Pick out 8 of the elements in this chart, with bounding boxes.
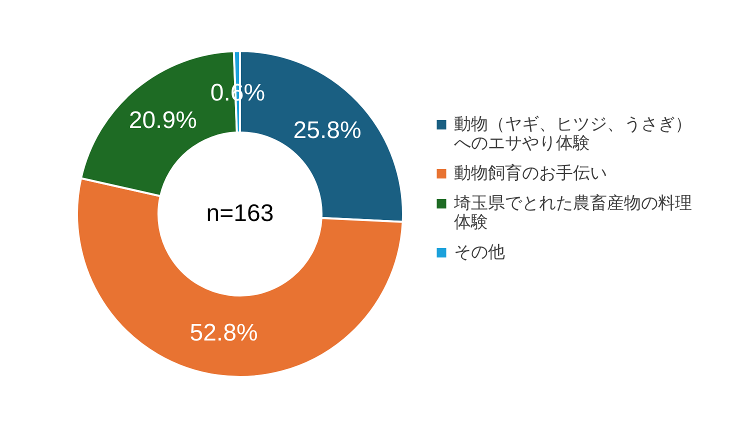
data-label: 25.8% <box>293 116 362 144</box>
legend-label: 動物飼育のお手伝い <box>454 164 607 183</box>
data-label: 20.9% <box>128 107 197 134</box>
data-label: 52.8% <box>190 320 258 347</box>
legend-label: その他 <box>454 242 505 262</box>
legend-label: 動物（ヤギ、ヒツジ、うさぎ）へのエサやり体験 <box>454 114 692 153</box>
legend-label: 埼玉県でとれた農畜産物の料理体験 <box>453 194 692 232</box>
text: n=163 <box>206 200 274 227</box>
